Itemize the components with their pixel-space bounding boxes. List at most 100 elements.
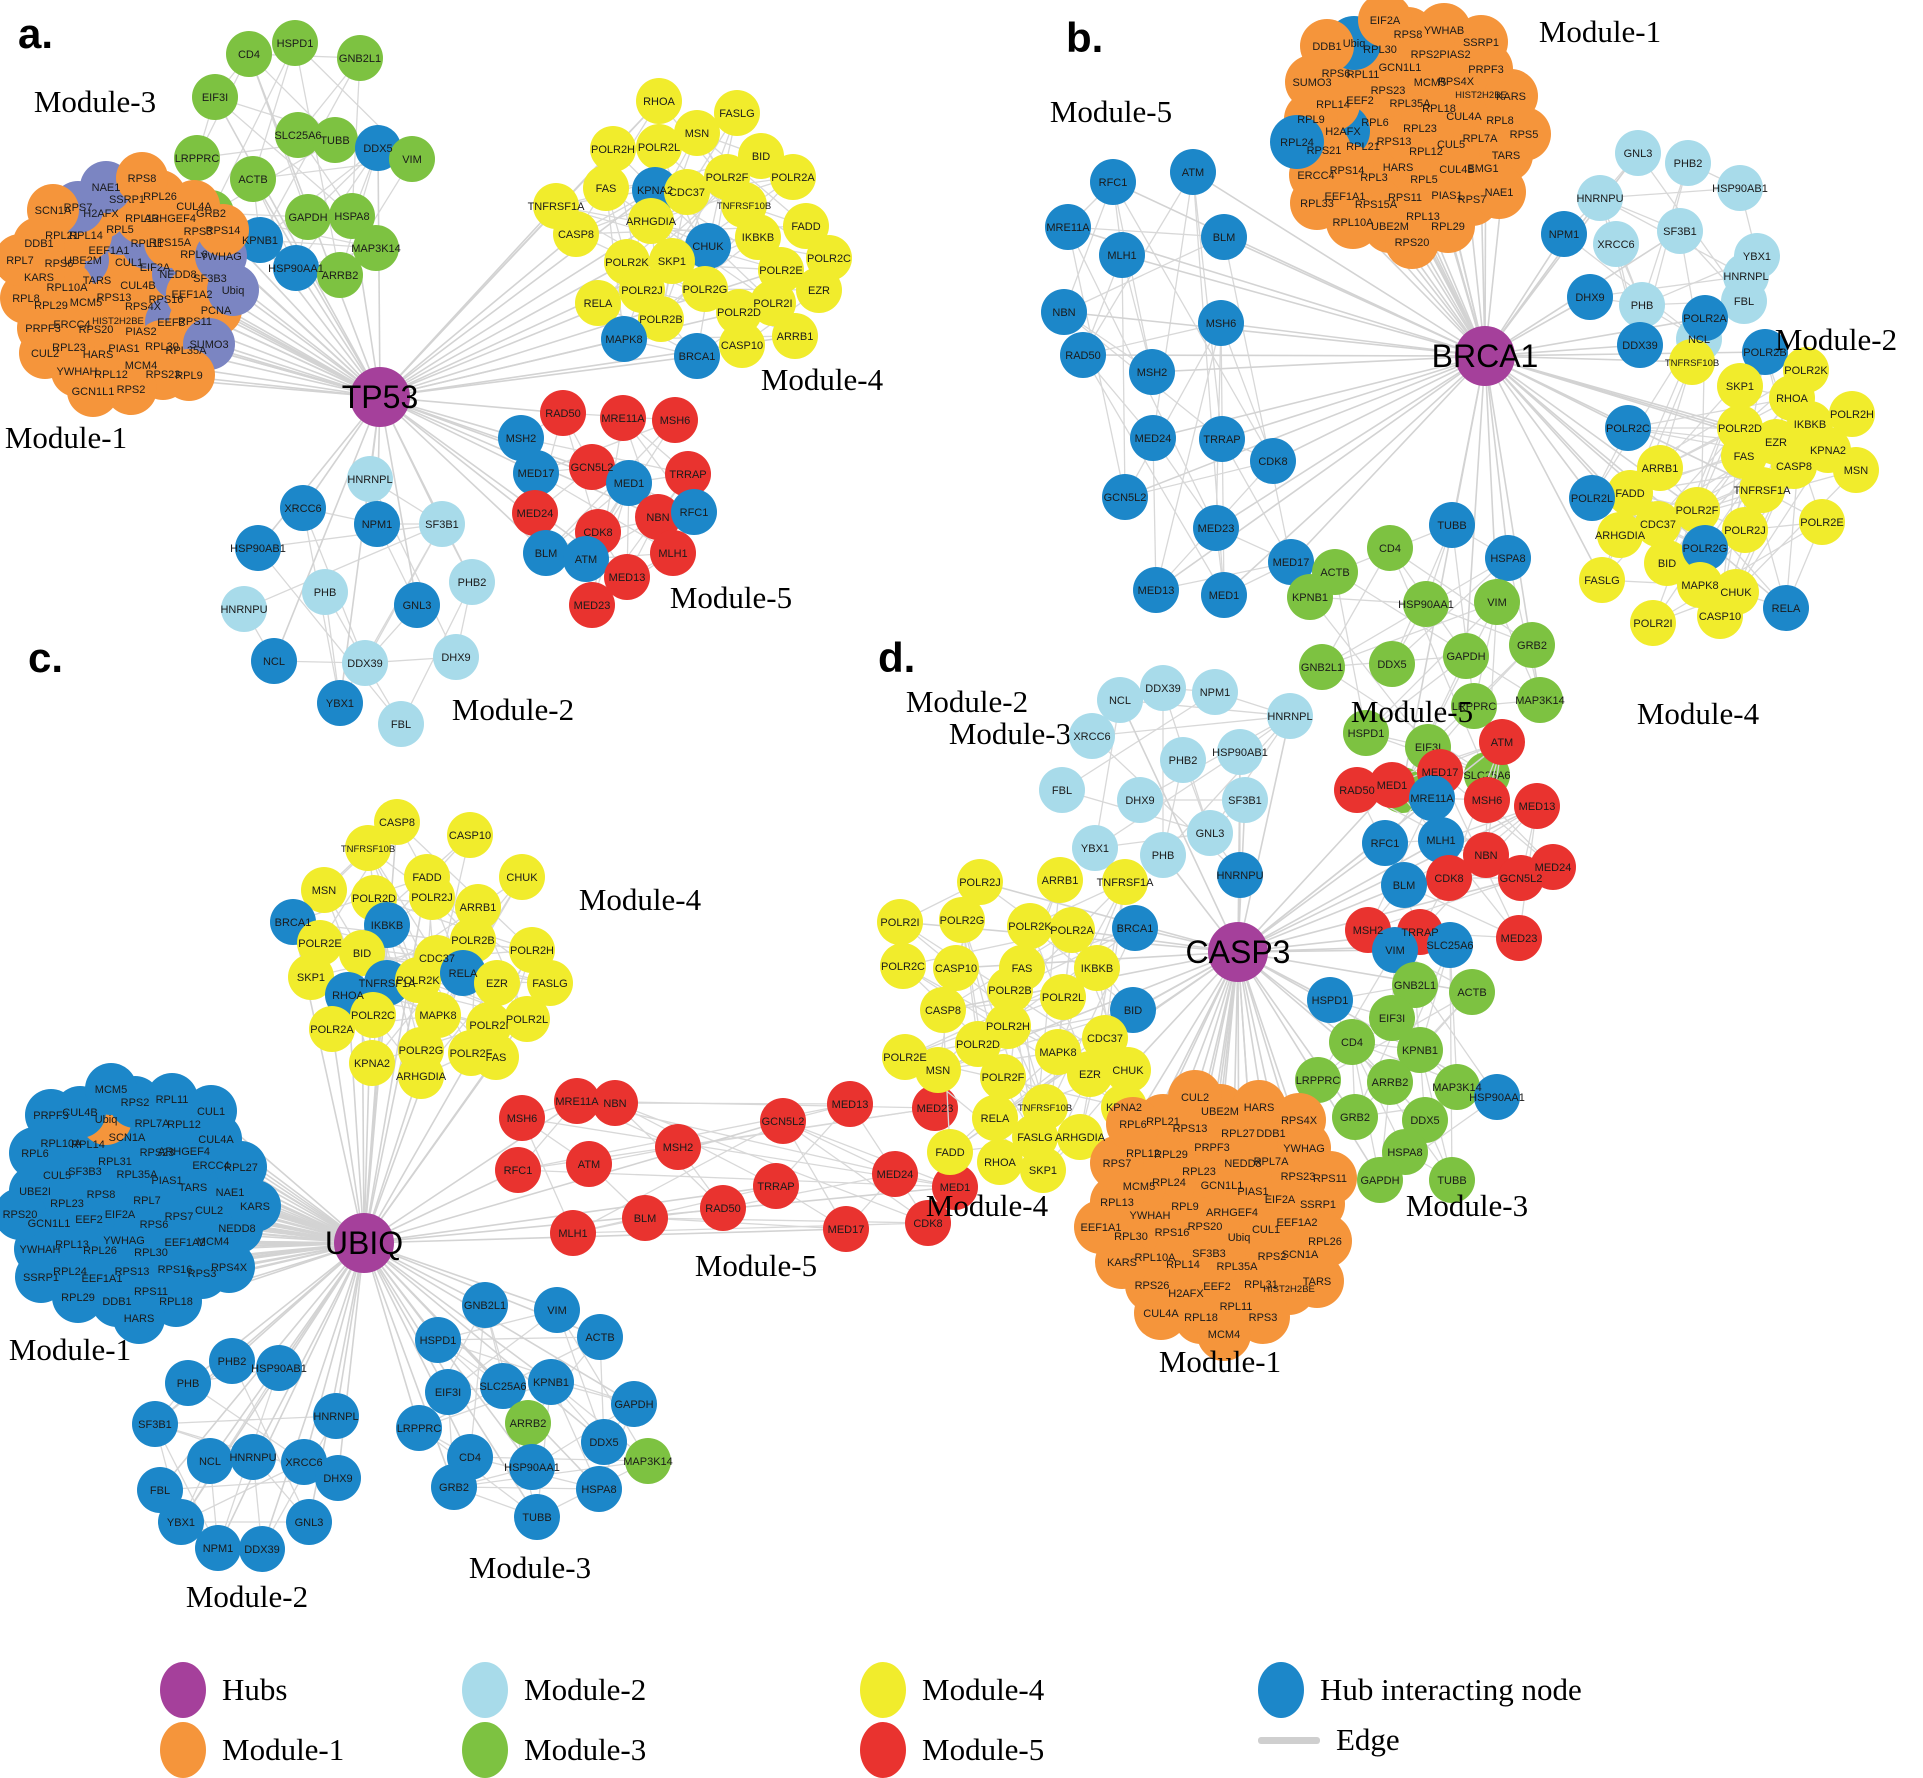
node-label: GCN5L2 xyxy=(1500,873,1543,885)
node-label: POLR2G xyxy=(1683,543,1728,555)
node-label: HSPD1 xyxy=(277,38,314,50)
node-label: BID xyxy=(1124,1005,1142,1017)
node-label: RPS11 xyxy=(178,316,212,328)
edge xyxy=(660,112,738,320)
node-label: RPL24 xyxy=(53,1266,87,1278)
module-label: Module-3 xyxy=(949,716,1071,751)
node-label: EZR xyxy=(1765,437,1787,449)
node-label: SF3B1 xyxy=(425,519,459,531)
node-HNRNPL xyxy=(1267,693,1313,739)
node-label: BLM xyxy=(634,1213,657,1225)
node-MLH1 xyxy=(550,1210,596,1256)
edge xyxy=(782,1120,956,1188)
node-label: MSH6 xyxy=(1472,795,1503,807)
node-GAPDH xyxy=(611,1381,657,1427)
node-LRPPRC xyxy=(396,1405,442,1451)
node-label: DDX5 xyxy=(363,143,392,155)
node-label: RPL5 xyxy=(1410,174,1438,186)
edge xyxy=(154,1423,219,1549)
node-label: HSP90AB1 xyxy=(1212,747,1268,759)
edge xyxy=(1063,181,1114,313)
node-SF3B1 xyxy=(419,501,465,547)
node-label: GCN5L2 xyxy=(571,462,614,474)
node-label: DDX5 xyxy=(1377,659,1406,671)
node-label: FBL xyxy=(1052,785,1072,797)
node-label: ARRB2 xyxy=(510,1418,547,1430)
node-label: NBN xyxy=(603,1098,626,1110)
node-label: MAP3K14 xyxy=(1432,1082,1482,1094)
node-label: RAD50 xyxy=(1339,785,1374,797)
node-label: RPL12 xyxy=(94,369,128,381)
node-CDK8 xyxy=(1426,855,1472,901)
edge xyxy=(696,132,807,227)
node-label: RAD50 xyxy=(545,408,580,420)
node-label: RPL26 xyxy=(83,1245,117,1257)
node-MLH1 xyxy=(1418,817,1464,863)
module-label: Module-2 xyxy=(452,692,574,727)
node-RPL11 xyxy=(146,1073,198,1125)
hub-edge xyxy=(1237,715,1291,953)
node-label: SSRP1 xyxy=(23,1272,59,1284)
node-label: PIAS1 xyxy=(108,343,139,355)
edge xyxy=(1223,236,1292,563)
node-label: SLC25A6 xyxy=(479,1381,526,1393)
node-MSH6 xyxy=(499,1095,545,1141)
node-label: RPS3 xyxy=(1249,1312,1278,1324)
node-TUBB xyxy=(514,1494,560,1540)
edge xyxy=(1091,715,1291,737)
module-label: Module-2 xyxy=(906,684,1028,719)
node-RAD50 xyxy=(540,390,586,436)
node-label: MCM5 xyxy=(1123,1181,1155,1193)
node-MSN xyxy=(1833,447,1879,493)
node-label: PHB2 xyxy=(1169,755,1198,767)
node-label: MLH1 xyxy=(558,1228,587,1240)
node-label: RPL26 xyxy=(143,191,177,203)
node-BLM xyxy=(622,1195,668,1241)
node-label: TNFRSF10B xyxy=(717,201,771,212)
node-label: CUL4A xyxy=(1143,1308,1179,1320)
node-label: MED23 xyxy=(574,600,611,612)
node-label: CUL2 xyxy=(1181,1092,1209,1104)
node-label: PCNA xyxy=(201,305,232,317)
hub-edge xyxy=(1221,355,1486,440)
node-NBN xyxy=(1041,289,1087,335)
node-ARRB2 xyxy=(505,1400,551,1446)
hub-edge xyxy=(252,1242,365,1458)
hub-edge xyxy=(1132,951,1239,1125)
node-label: POLR2I xyxy=(469,1020,508,1032)
node-FAS xyxy=(1721,433,1767,479)
node-RPL9 xyxy=(163,349,215,401)
node-label: CASP10 xyxy=(935,963,977,975)
node-POLR2I xyxy=(877,899,923,945)
node-label: POLR2C xyxy=(351,1010,395,1022)
node-label: RPS11 xyxy=(1388,192,1422,204)
node-POLR2G xyxy=(1682,525,1728,571)
node-GAPDH xyxy=(1443,633,1489,679)
node-label: FBL xyxy=(391,719,411,731)
edge xyxy=(257,523,443,549)
node-KARS xyxy=(229,1180,281,1232)
node-SF3B1 xyxy=(1222,777,1268,823)
node-label: RPL18 xyxy=(1422,103,1456,115)
node-HNRNPU xyxy=(221,586,267,632)
node-label: NCL xyxy=(1688,334,1710,346)
node-label: EEF1A2 xyxy=(172,289,213,301)
node-label: ARHGEF4 xyxy=(144,213,196,225)
node-label: BRCA1 xyxy=(1117,923,1154,935)
edge xyxy=(1152,437,1157,591)
node-label: NCL xyxy=(263,656,285,668)
node-label: HIST2H2BE xyxy=(1455,90,1507,101)
node-label: RFC1 xyxy=(680,507,709,519)
node-TRRAP xyxy=(665,451,711,497)
node-label: PHB xyxy=(314,587,337,599)
hub-edge xyxy=(1220,322,1486,357)
node-label: RPL14 xyxy=(1166,1259,1200,1271)
edge xyxy=(214,96,353,217)
node-CASP8 xyxy=(920,987,966,1033)
hub-edge xyxy=(979,881,1239,953)
node-KPNA2 xyxy=(349,1040,395,1086)
node-label: POLR2J xyxy=(959,877,1001,889)
node-VIM xyxy=(389,136,435,182)
node-label: RPL6 xyxy=(180,249,208,261)
node-label: RPS6 xyxy=(140,1219,169,1231)
